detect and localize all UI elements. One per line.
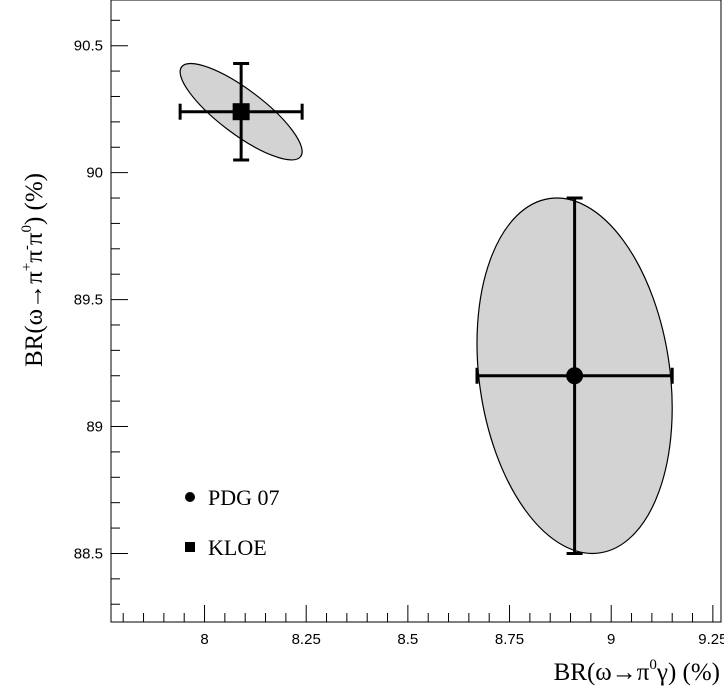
y-tick-label: 90.5 bbox=[74, 38, 103, 55]
x-axis-title: BR(ω→π0γ) (%) bbox=[554, 657, 720, 686]
x-tick-label: 8.5 bbox=[397, 631, 418, 648]
y-tick-label: 89.5 bbox=[74, 292, 103, 309]
y-tick-label: 90 bbox=[86, 165, 103, 182]
data-point-pdg-07 bbox=[566, 367, 584, 385]
data-point-kloe bbox=[232, 103, 250, 121]
legend-marker-pdg-07 bbox=[185, 492, 195, 502]
plot-frame bbox=[110, 0, 722, 623]
x-tick-label: 9.25 bbox=[698, 631, 724, 648]
legend-marker-kloe bbox=[185, 542, 195, 552]
legend-label-kloe: KLOE bbox=[208, 535, 267, 560]
y-tick-label: 88.5 bbox=[74, 545, 103, 562]
y-axis-title: BR(ω→π+π-π0) (%) bbox=[19, 173, 48, 367]
y-tick-label: 89 bbox=[86, 419, 103, 436]
x-tick-label: 8 bbox=[200, 631, 208, 648]
x-tick-label: 9 bbox=[607, 631, 615, 648]
x-tick-label: 8.25 bbox=[292, 631, 321, 648]
x-tick-label: 8.75 bbox=[495, 631, 524, 648]
legend-label-pdg-07: PDG 07 bbox=[208, 485, 280, 510]
